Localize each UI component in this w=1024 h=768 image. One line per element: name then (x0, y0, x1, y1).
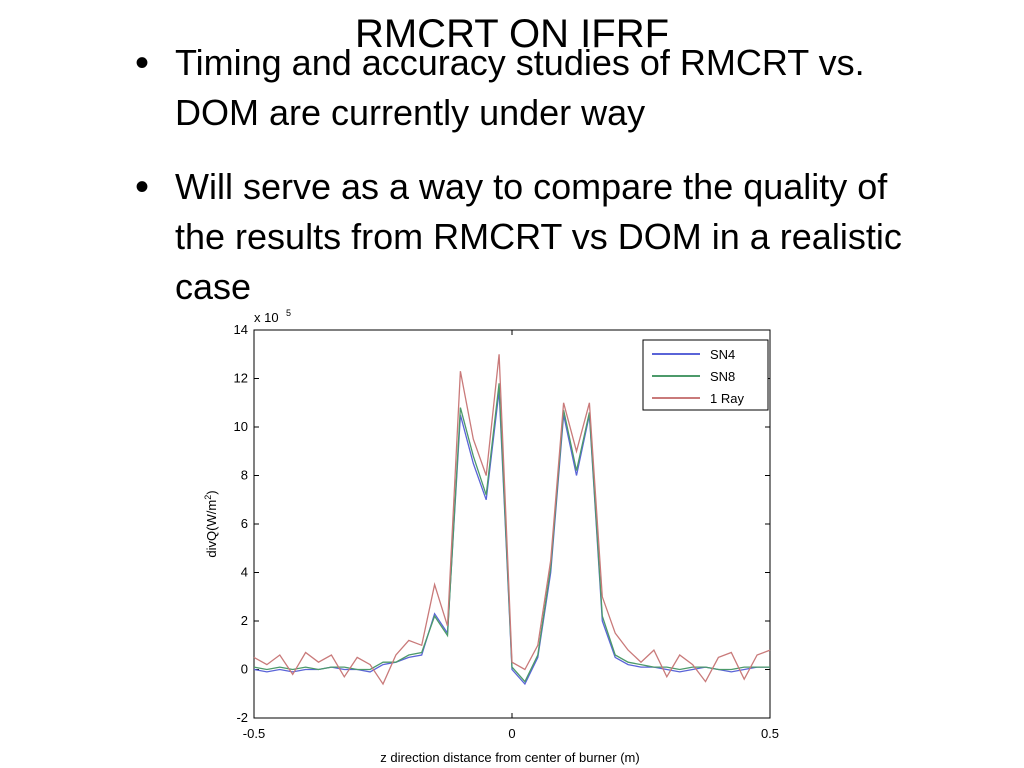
y-label-sup: 2 (203, 495, 213, 500)
y-tick-label: 4 (241, 565, 248, 580)
multiplier-exponent: 5 (286, 308, 291, 318)
y-label-end: ) (204, 490, 219, 494)
bullet: Timing and accuracy studies of RMCRT vs.… (135, 38, 935, 138)
legend-label: SN8 (710, 369, 735, 384)
x-tick-label: 0.5 (761, 726, 779, 741)
multiplier: x 10 (254, 310, 279, 325)
series-line (253, 354, 771, 686)
x-tick-label: -0.5 (243, 726, 265, 741)
y-label-text: divQ(W/m (204, 500, 219, 558)
y-axis-label: divQ(W/m2) (203, 490, 219, 557)
y-tick-label: -2 (236, 710, 248, 725)
y-tick-label: 0 (241, 662, 248, 677)
bullet-list: Timing and accuracy studies of RMCRT vs.… (135, 38, 935, 336)
y-tick-label: 8 (241, 468, 248, 483)
legend-label: 1 Ray (710, 391, 744, 406)
x-tick-label: 0 (508, 726, 515, 741)
series-line (253, 383, 770, 683)
y-tick-label: 2 (241, 613, 248, 628)
y-tick-label: 10 (234, 419, 248, 434)
y-tick-label: 14 (234, 322, 248, 337)
bullet: Will serve as a way to compare the quali… (135, 162, 935, 312)
y-tick-label: 6 (241, 516, 248, 531)
x-axis-label: z direction distance from center of burn… (380, 750, 639, 765)
legend-label: SN4 (710, 347, 735, 362)
y-tick-label: 12 (234, 371, 248, 386)
